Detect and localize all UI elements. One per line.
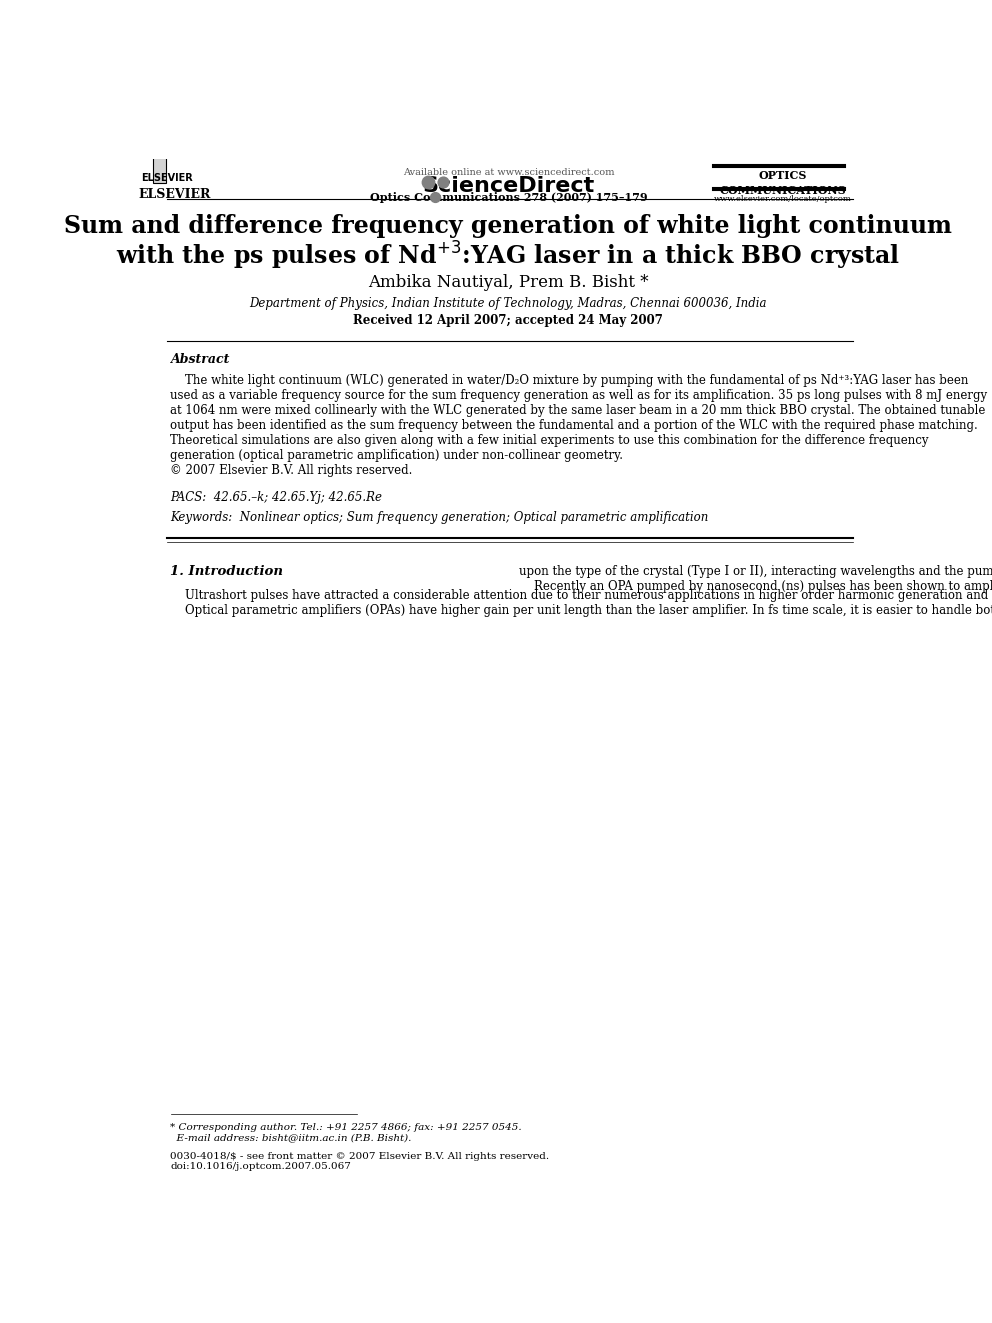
Point (428, 187, 443, 208)
Bar (154, 118, 166, 184)
Text: upon the type of the crystal (Type I or II), interacting wavelengths and the pum: upon the type of the crystal (Type I or … (519, 565, 992, 593)
Text: Sum and difference frequency generation of white light continuum: Sum and difference frequency generation … (64, 214, 952, 238)
Text: Ambika Nautiyal, Prem B. Bisht *: Ambika Nautiyal, Prem B. Bisht * (368, 274, 649, 291)
Text: Keywords:  Nonlinear optics; Sum frequency generation; Optical parametric amplif: Keywords: Nonlinear optics; Sum frequenc… (171, 511, 709, 524)
Text: www.elsevier.com/locate/optcom: www.elsevier.com/locate/optcom (714, 194, 851, 202)
Text: Ultrashort pulses have attracted a considerable attention due to their numerous : Ultrashort pulses have attracted a consi… (171, 589, 992, 618)
Text: Received 12 April 2007; accepted 24 May 2007: Received 12 April 2007; accepted 24 May … (353, 315, 664, 327)
Text: OPTICS
COMMUNICATIONS: OPTICS COMMUNICATIONS (719, 171, 846, 196)
Text: The white light continuum (WLC) generated in water/D₂O mixture by pumping with t: The white light continuum (WLC) generate… (171, 374, 988, 478)
Text: Available online at www.sciencedirect.com: Available online at www.sciencedirect.co… (403, 168, 614, 177)
Text: Optics Communications 278 (2007) 175–179: Optics Communications 278 (2007) 175–179 (370, 192, 647, 202)
Point (420, 171, 435, 192)
Point (435, 171, 451, 192)
Text: ScienceDirect: ScienceDirect (423, 176, 594, 197)
Text: ELSEVIER: ELSEVIER (138, 188, 210, 201)
Text: ELSEVIER: ELSEVIER (142, 172, 193, 183)
Text: with the ps pulses of Nd$^{+3}$:YAG laser in a thick BBO crystal: with the ps pulses of Nd$^{+3}$:YAG lase… (116, 239, 901, 271)
Text: 1. Introduction: 1. Introduction (171, 565, 284, 578)
Text: 0030-4018/$ - see front matter © 2007 Elsevier B.V. All rights reserved.
doi:10.: 0030-4018/$ - see front matter © 2007 El… (171, 1152, 550, 1171)
Text: * Corresponding author. Tel.: +91 2257 4866; fax: +91 2257 0545.
  E-mail addres: * Corresponding author. Tel.: +91 2257 4… (171, 1123, 522, 1142)
Text: PACS:  42.65.–k; 42.65.Yj; 42.65.Re: PACS: 42.65.–k; 42.65.Yj; 42.65.Re (171, 491, 383, 504)
Text: Department of Physics, Indian Institute of Technology, Madras, Chennai 600036, I: Department of Physics, Indian Institute … (250, 298, 767, 311)
Text: Abstract: Abstract (171, 353, 230, 365)
